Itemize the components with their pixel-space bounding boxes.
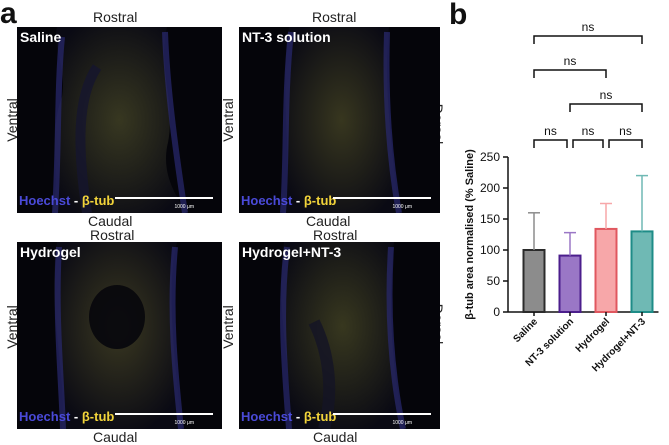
label-caudal: Caudal — [313, 429, 358, 445]
y-tick-label: 0 — [493, 305, 500, 319]
y-tick-label: 250 — [480, 150, 500, 164]
tissue-image — [280, 242, 406, 429]
bar — [558, 254, 582, 313]
significance-bracket — [572, 139, 604, 148]
label-caudal: Caudal — [93, 429, 138, 445]
significance-bracket — [533, 139, 568, 148]
stain-legend: Hoechst - β-tub — [19, 409, 115, 424]
image-title: Saline — [20, 29, 62, 45]
panel-letter-a: a — [0, 0, 17, 30]
scale-label: 1000 μm — [174, 204, 194, 210]
y-tick-label: 200 — [480, 181, 500, 195]
label-ventral: Ventral — [220, 305, 236, 349]
scale-bar — [333, 197, 431, 199]
image-title: Hydrogel+NT-3 — [242, 244, 342, 260]
micrograph-hydrogel-nt3: Hydrogel+NT-3 Hoechst - β-tub 1000 μm — [239, 242, 440, 429]
significance-label: ns — [582, 20, 595, 34]
y-tick-label: 100 — [480, 243, 500, 257]
micrograph-saline: Saline Hoechst - β-tub 1000 μm — [17, 27, 222, 213]
scale-bar — [115, 413, 213, 415]
label-ventral: Ventral — [220, 98, 236, 142]
y-tick-label: 150 — [480, 212, 500, 226]
category-label: Saline — [512, 316, 541, 345]
significance-bracket — [608, 139, 643, 148]
stain-legend: Hoechst - β-tub — [19, 193, 115, 208]
tissue-image — [52, 27, 188, 213]
scale-label: 1000 μm — [392, 420, 412, 426]
image-title: Hydrogel — [20, 244, 81, 260]
significance-label: ns — [564, 54, 577, 68]
scale-bar — [333, 413, 431, 415]
significance-bracket — [569, 103, 643, 112]
significance-label: ns — [582, 124, 595, 138]
micrograph-hydrogel: Hydrogel Hoechst - β-tub 1000 μm — [17, 242, 222, 429]
tissue-image — [54, 242, 184, 429]
tissue-image — [280, 27, 402, 213]
panel-letter-b: b — [449, 0, 468, 31]
bar — [594, 227, 618, 313]
significance-label: ns — [600, 88, 613, 102]
y-tick-label: 50 — [487, 274, 501, 288]
significance-bracket — [533, 35, 643, 44]
label-rostral: Rostral — [313, 227, 358, 243]
bar-chart: 0 50 100 150 200 250 β-tub area normalised (% … — [464, 20, 659, 374]
stain-legend: Hoechst - β-tub — [241, 409, 337, 424]
label-caudal: Caudal — [306, 213, 351, 229]
scale-label: 1000 μm — [174, 420, 194, 426]
bar — [522, 249, 546, 313]
image-title: NT-3 solution — [242, 29, 331, 45]
scale-label: 1000 μm — [392, 204, 412, 210]
label-rostral: Rostral — [312, 9, 357, 25]
scale-bar — [115, 197, 213, 199]
label-caudal: Caudal — [88, 213, 133, 229]
significance-label: ns — [544, 124, 557, 138]
significance-bracket — [533, 69, 607, 78]
micrograph-nt3-solution: NT-3 solution Hoechst - β-tub 1000 μm — [239, 27, 440, 213]
label-rostral: Rostral — [90, 227, 135, 243]
y-axis-label: β-tub area normalised (% Saline) — [464, 149, 476, 320]
significance-label: ns — [619, 124, 632, 138]
stain-legend: Hoechst - β-tub — [241, 193, 337, 208]
label-rostral: Rostral — [93, 9, 138, 25]
bar — [630, 230, 654, 313]
